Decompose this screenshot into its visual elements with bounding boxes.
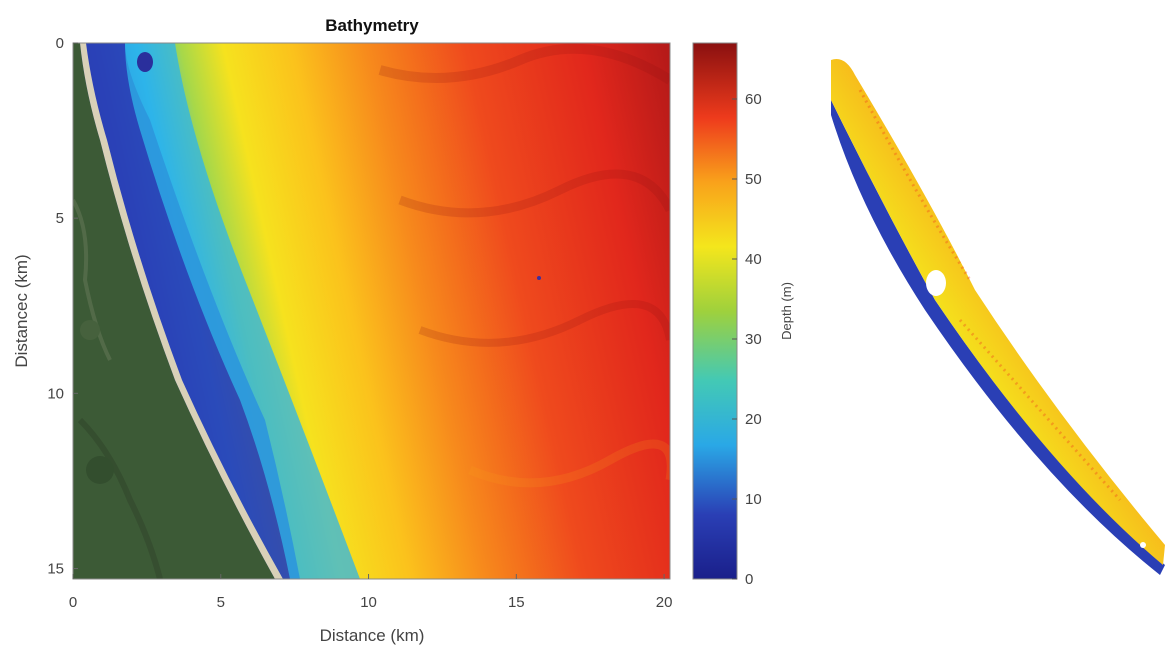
colorbar-tick-label: 0 xyxy=(745,571,753,588)
x-tick-label: 0 xyxy=(69,594,77,611)
colorbar-body xyxy=(692,42,738,580)
colorbar-tick-label: 20 xyxy=(745,411,762,428)
chart-title: Bathymetry xyxy=(325,16,419,35)
y-tick-label: 10 xyxy=(47,385,64,402)
x-axis-label: Distance (km) xyxy=(320,626,425,645)
y-tick-label: 5 xyxy=(56,210,64,227)
shallow-band xyxy=(75,43,300,579)
x-tick-label: 10 xyxy=(360,594,377,611)
colorbar-tick-label: 10 xyxy=(745,491,762,508)
heatmap-panel xyxy=(73,43,670,579)
x-tick-label: 5 xyxy=(217,594,225,611)
colorbar-ticks: 0 10 20 30 40 50 60 xyxy=(732,91,762,588)
x-tick-label: 20 xyxy=(656,594,673,611)
shoal-spot xyxy=(137,52,153,72)
y-axis-ticks: 0 5 10 15 xyxy=(47,35,78,577)
y-tick-label: 0 xyxy=(56,35,64,52)
y-axis-label: Distancec (km) xyxy=(12,254,31,367)
swath-speckle xyxy=(858,89,1122,501)
land-area xyxy=(73,43,275,579)
colorbar-tick-label: 40 xyxy=(745,251,762,268)
survey-swath-panel xyxy=(831,59,1165,575)
x-tick-label: 15 xyxy=(508,594,525,611)
swath-gap xyxy=(926,270,946,296)
colorbar-tick-label: 60 xyxy=(745,91,762,108)
mid-band xyxy=(125,43,360,579)
swath-body xyxy=(831,59,1165,565)
colorbar-tick-label: 30 xyxy=(745,331,762,348)
plot-frame xyxy=(72,42,671,580)
swath-end-gap xyxy=(1140,542,1146,548)
buoy-marker xyxy=(537,276,541,280)
colorbar: 0 10 20 30 40 50 60 Depth (m) xyxy=(692,42,794,588)
colorbar-label: Depth (m) xyxy=(779,282,794,340)
sea-texture xyxy=(378,43,670,488)
colorbar-tick-label: 50 xyxy=(745,171,762,188)
y-tick-label: 15 xyxy=(47,560,64,577)
land-texture xyxy=(73,199,163,579)
x-axis-ticks: 0 5 10 15 20 xyxy=(69,574,673,611)
